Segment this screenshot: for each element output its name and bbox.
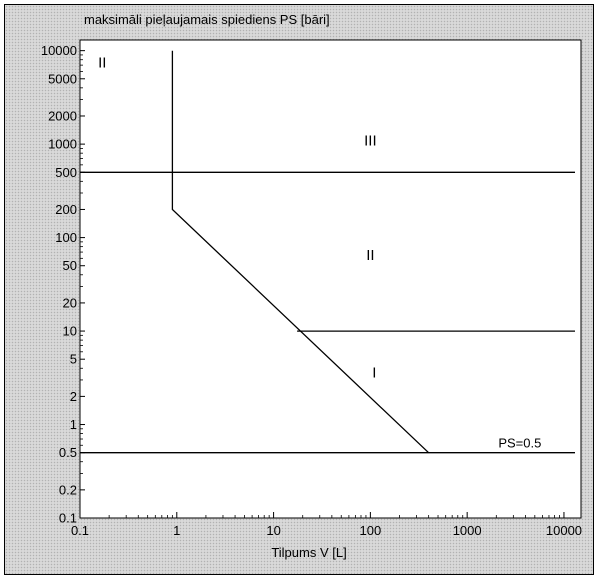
y-tick-label: 10000: [41, 43, 77, 58]
x-tick-label: 1: [173, 523, 180, 538]
y-tick-label: 5: [70, 352, 77, 367]
y-tick-label: 500: [55, 165, 77, 180]
region-label: III: [364, 132, 377, 149]
y-tick-label: 2: [70, 389, 77, 404]
y-tick-label: 1000: [48, 137, 77, 152]
x-tick-label: 10000: [546, 523, 582, 538]
y-tick-label: 0.5: [59, 445, 77, 460]
x-tick-label: 10: [266, 523, 280, 538]
y-tick-label: 200: [55, 202, 77, 217]
region-label: II: [98, 54, 106, 71]
pressure-volume-chart: maksimāli pieļaujamais spiediens PS [bār…: [41, 12, 582, 560]
x-tick-label: 1000: [453, 523, 482, 538]
x-axis-title: Tilpums V [L]: [271, 545, 346, 560]
series-line-2: [171, 50, 430, 454]
chart-frame: maksimāli pieļaujamais spiediens PS [bār…: [4, 4, 594, 575]
y-tick-label: 5000: [48, 71, 77, 86]
plot-area: [79, 39, 582, 519]
y-tick-label: 20: [63, 295, 77, 310]
y-tick-label: 50: [63, 258, 77, 273]
y-axis: 0.1 0.2 0.5 1 2 5 10 20 50 100 200 500 1000 2000 5000 1…: [41, 43, 85, 526]
region-label: I: [372, 365, 376, 382]
y-tick-label: 1: [70, 417, 77, 432]
y-tick-label: 10: [63, 324, 77, 339]
chart-title: maksimāli pieļaujamais spiediens PS [bār…: [84, 12, 330, 27]
series-layer: [80, 50, 575, 454]
y-tick-label: 0.1: [59, 511, 77, 526]
region-label: II: [366, 247, 374, 264]
x-tick-label: 100: [360, 523, 382, 538]
ps-annotation: PS=0.5: [498, 436, 541, 451]
x-tick-label: 0.1: [71, 523, 89, 538]
y-tick-label: 100: [55, 230, 77, 245]
x-axis: 0.1 1 10 100 1000 10000: [71, 512, 582, 538]
y-tick-label: 0.2: [59, 482, 77, 497]
y-tick-label: 2000: [48, 108, 77, 123]
